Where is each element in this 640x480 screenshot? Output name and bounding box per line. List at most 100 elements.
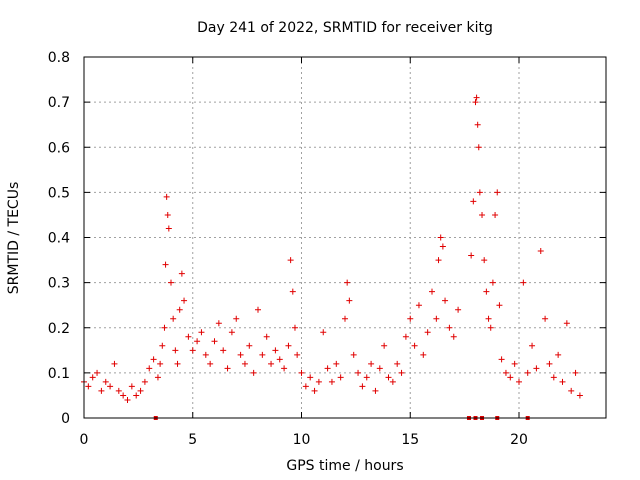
- y-tick-label: 0.5: [48, 185, 70, 201]
- data-point: [389, 378, 396, 385]
- data-point: [568, 387, 575, 394]
- data-point: [268, 360, 275, 367]
- data-point: [479, 211, 486, 218]
- data-point: [289, 288, 296, 295]
- data-point: [355, 369, 362, 376]
- data-point: [533, 365, 540, 372]
- data-point: [572, 369, 579, 376]
- data-point: [202, 351, 209, 358]
- data-point: [120, 392, 127, 399]
- data-point: [241, 360, 248, 367]
- data-point: [146, 365, 153, 372]
- data-point: [311, 387, 318, 394]
- data-point: [394, 360, 401, 367]
- data-point: [529, 342, 536, 349]
- data-point: [181, 297, 188, 304]
- data-point: [420, 351, 427, 358]
- data-point: [161, 324, 168, 331]
- data-point: [429, 288, 435, 295]
- y-axis-label: SRMTID / TECUs: [6, 182, 22, 295]
- data-point: [381, 342, 388, 349]
- data-point: [174, 360, 181, 367]
- data-point: [228, 329, 235, 336]
- data-point: [472, 99, 479, 106]
- data-point: [455, 306, 462, 313]
- data-point: [555, 351, 562, 358]
- data-point: [124, 396, 131, 403]
- data-point: [263, 333, 270, 340]
- y-tick-label: 0.3: [48, 276, 70, 292]
- data-point: [487, 324, 494, 331]
- x-tick-label: 0: [80, 432, 89, 448]
- data-point: [259, 351, 266, 358]
- data-point: [255, 306, 261, 313]
- data-point: [350, 351, 357, 358]
- data-point: [157, 360, 164, 367]
- data-point: [176, 306, 183, 313]
- x-tick-label: 20: [510, 432, 528, 448]
- data-point: [407, 315, 414, 322]
- data-point: [107, 383, 114, 390]
- data-point: [102, 378, 109, 385]
- data-point: [576, 392, 583, 399]
- data-point: [307, 374, 314, 381]
- data-point: [98, 387, 105, 394]
- data-point: [211, 338, 218, 345]
- data-point: [172, 347, 179, 354]
- data-point: [372, 387, 379, 394]
- data-point: [442, 297, 449, 304]
- data-point: [439, 243, 446, 250]
- data-point: [346, 297, 353, 304]
- x-tick-label: 5: [188, 432, 197, 448]
- data-point: [398, 369, 405, 376]
- y-axis: 0 0.1 0.2 0.3 0.4 0.5 0.6 0.7 0.8: [48, 50, 606, 427]
- data-point: [165, 225, 172, 232]
- data-point: [475, 144, 482, 151]
- data-point: [285, 342, 292, 349]
- data-point: [159, 342, 166, 349]
- y-tick-label: 0: [61, 411, 70, 427]
- data-point: [281, 365, 288, 372]
- data-point: [559, 378, 566, 385]
- data-point: [537, 248, 544, 255]
- data-point: [215, 320, 222, 327]
- data-point: [520, 279, 527, 286]
- x-tick-label: 15: [401, 432, 419, 448]
- data-point: [272, 347, 279, 354]
- data-point: [207, 360, 214, 367]
- data-point: [342, 315, 348, 322]
- data-point: [402, 333, 409, 340]
- data-point: [154, 374, 161, 381]
- data-point: [94, 369, 101, 376]
- data-point: [550, 374, 557, 381]
- x-tick-label: 10: [293, 432, 311, 448]
- data-point: [337, 374, 344, 381]
- data-point: [162, 261, 169, 268]
- data-point: [220, 347, 227, 354]
- data-point: [411, 342, 418, 349]
- data-point: [507, 374, 514, 381]
- data-point: [424, 329, 431, 336]
- data-point: [437, 234, 444, 241]
- data-point: [363, 374, 370, 381]
- data-point: [502, 369, 509, 376]
- data-point: [489, 279, 496, 286]
- data-point: [433, 315, 440, 322]
- data-point: [492, 211, 499, 218]
- data-point: [137, 387, 144, 394]
- data-point: [446, 324, 453, 331]
- data-point: [481, 257, 488, 264]
- y-tick-label: 0.6: [48, 140, 70, 156]
- data-point: [359, 383, 366, 390]
- data-point: [185, 333, 192, 340]
- data-point: [546, 360, 553, 367]
- data-point: [178, 270, 185, 277]
- data-point: [298, 369, 305, 376]
- data-point: [315, 378, 322, 385]
- data-point: [233, 315, 240, 322]
- data-point: [141, 378, 148, 385]
- data-point: [320, 329, 327, 336]
- data-point: [333, 360, 340, 367]
- data-point: [291, 324, 298, 331]
